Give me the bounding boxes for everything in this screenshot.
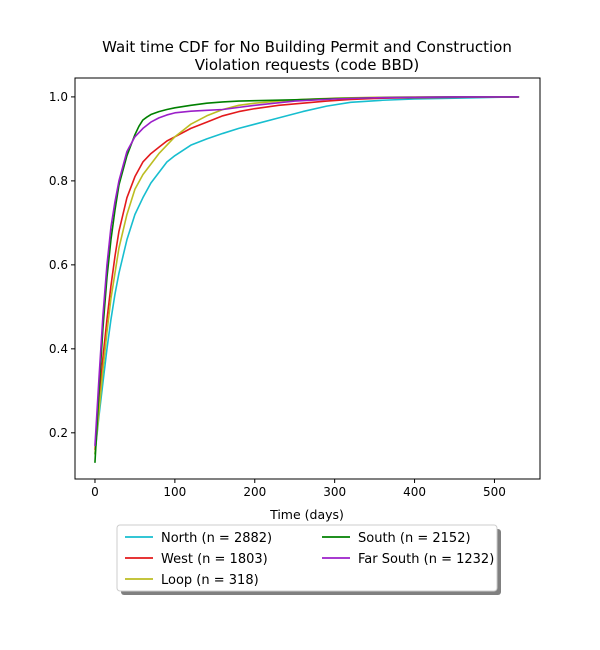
x-tick-label: 0: [91, 485, 99, 499]
series-layer: [94, 96, 520, 463]
legend-label: West (n = 1803): [161, 552, 268, 567]
y-tick-label: 0.6: [49, 258, 68, 272]
y-axis: 0.2 0.4 0.6 0.8 1.0: [49, 90, 75, 440]
y-tick-label: 0.8: [49, 174, 68, 188]
x-tick-label: 400: [403, 485, 426, 499]
series-line-3: [94, 96, 520, 463]
series-line-4: [94, 96, 520, 447]
legend: North (n = 2882) West (n = 1803) Loop (n =…: [116, 524, 501, 595]
legend-entry-2: Loop (n = 318): [125, 573, 259, 588]
legend-label: Loop (n = 318): [161, 573, 259, 588]
legend-label: Far South (n = 1232): [358, 552, 494, 567]
series-line-1: [94, 96, 520, 451]
series-line-0: [94, 96, 520, 455]
y-tick-label: 0.4: [49, 342, 68, 356]
chart-title-line-2: Violation requests (code BBD): [195, 56, 420, 74]
chart-title-line-1: Wait time CDF for No Building Permit and…: [102, 38, 512, 56]
legend-entry-4: Far South (n = 1232): [322, 552, 494, 567]
x-axis: 0 100 200 300 400 500: [91, 479, 506, 499]
legend-box: [116, 524, 498, 592]
legend-entry-0: North (n = 2882): [125, 531, 272, 546]
legend-entry-3: South (n = 2152): [322, 531, 471, 546]
legend-entry-1: West (n = 1803): [125, 552, 268, 567]
y-tick-label: 0.2: [49, 426, 68, 440]
x-axis-label: Time (days): [269, 507, 344, 522]
x-tick-label: 200: [243, 485, 266, 499]
y-tick-label: 1.0: [49, 90, 68, 104]
legend-entries: North (n = 2882) West (n = 1803) Loop (n =…: [125, 531, 494, 588]
x-tick-label: 300: [323, 485, 346, 499]
x-tick-label: 500: [483, 485, 506, 499]
legend-label: North (n = 2882): [161, 531, 272, 546]
series-line-2: [94, 96, 520, 455]
legend-label: South (n = 2152): [358, 531, 471, 546]
x-tick-label: 100: [163, 485, 186, 499]
plot-frame: [74, 77, 541, 480]
